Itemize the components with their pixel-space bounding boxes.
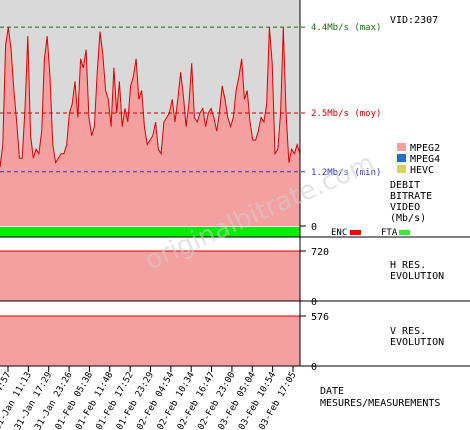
bitrate-panel: 4.4Mb/s (max)2.5Mb/s (moy)1.2Mb/s (min) … xyxy=(0,0,381,233)
bitrate-axis-title: DEBIT BITRATE VIDEO (Mb/s) xyxy=(390,180,432,224)
reference-lines: 4.4Mb/s (max) 2.5Mb/s (moy) 1.2Mb/s (min) xyxy=(0,23,381,178)
vid-label: VID:2307 xyxy=(390,15,438,26)
v-resolution-max-label: 576 xyxy=(311,312,329,323)
reference-label-2: 1.2Mb/s (min) xyxy=(311,168,381,178)
reference-label-0: 4.4Mb/s (max) xyxy=(311,23,381,33)
x-axis-title: DATE MESURES/MEASUREMENTS xyxy=(320,386,440,409)
bitrate-series-mpeg2-area xyxy=(0,27,300,226)
h-resolution-max-label: 720 xyxy=(311,247,329,258)
h-resolution-panel: 720 0 H RES. EVOLUTION xyxy=(0,247,470,308)
reference-label-1: 2.5Mb/s (moy) xyxy=(311,109,381,119)
legend-label-mpeg2: MPEG2 xyxy=(410,143,440,154)
h-resolution-zero-label: 0 xyxy=(311,297,317,308)
legend-swatch-hevc xyxy=(397,165,406,173)
fta-label: FTA xyxy=(381,228,398,238)
enc-label: ENC xyxy=(331,228,347,238)
legend-label-mpeg4: MPEG4 xyxy=(410,154,440,165)
h-resolution-area xyxy=(0,251,300,301)
v-resolution-area xyxy=(0,316,300,366)
enc-swatch xyxy=(350,230,361,235)
v-resolution-panel: 576 0 V RES. EVOLUTION xyxy=(0,312,470,373)
bitrate-series-mpeg2-line xyxy=(0,27,301,168)
bitrate-axis-zero-label: 0 xyxy=(311,222,317,233)
v-resolution-zero-label: 0 xyxy=(311,362,317,373)
legend-swatch-mpeg4 xyxy=(397,154,406,162)
h-resolution-title: H RES. EVOLUTION xyxy=(390,260,444,282)
v-resolution-title: V RES. EVOLUTION xyxy=(390,326,444,348)
legend-swatch-mpeg2 xyxy=(397,143,406,151)
fta-swatch xyxy=(399,230,410,235)
legend-label-hevc: HEVC xyxy=(410,165,434,176)
fta-green-band xyxy=(0,227,300,237)
